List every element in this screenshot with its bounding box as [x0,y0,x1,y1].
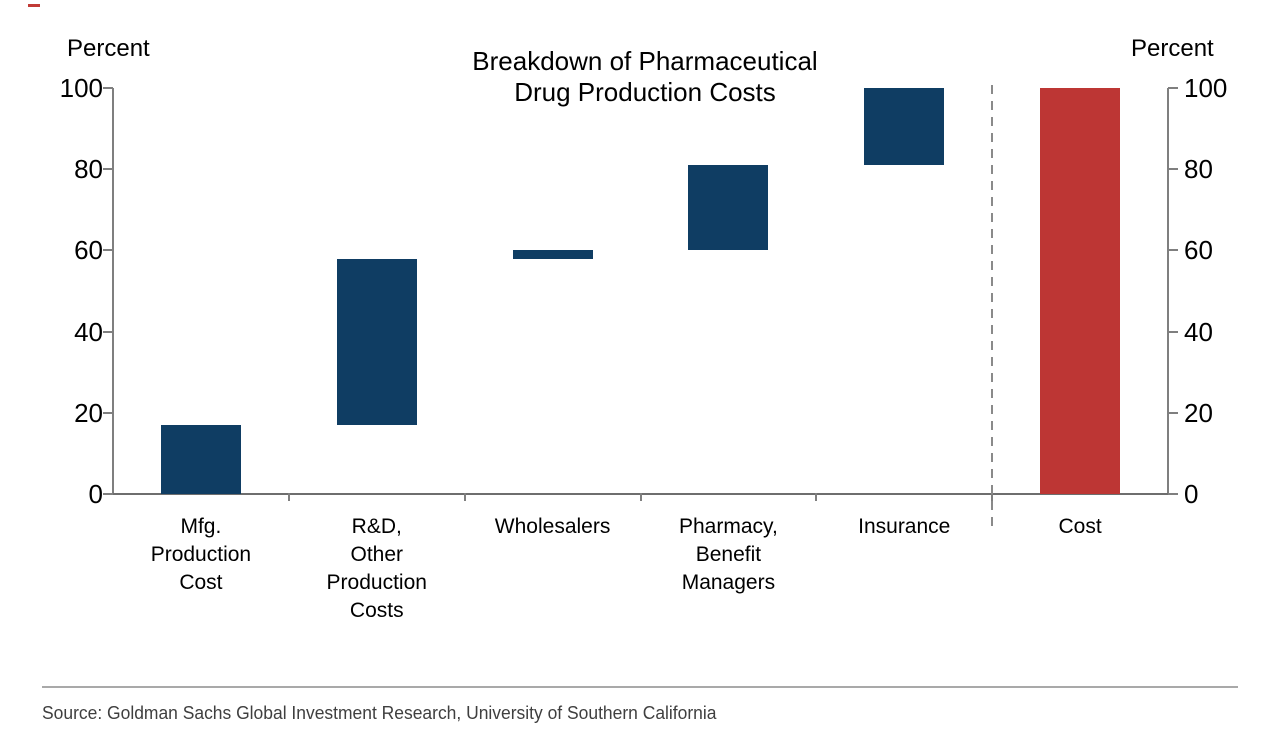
category-label-line: Benefit [695,543,762,566]
category-label-line: Cost [1058,515,1102,538]
chart-title-line1: Breakdown of Pharmaceutical [472,46,818,76]
y-tick-right [1168,493,1178,495]
category-label-line: Costs [349,599,404,622]
bar-insurance [864,88,945,166]
y-tick-right [1168,87,1178,89]
y-axis-right [1167,88,1169,495]
x-tick [815,493,818,501]
y-tick-right [1168,249,1178,252]
y-tick-left [103,493,113,495]
category-label-line: Wholesalers [494,515,611,538]
category-label-line: Insurance [858,515,951,538]
y-tick-left [103,411,113,414]
category-label-line: R&D, [351,515,402,538]
x-tick [287,493,290,501]
y-tick-left [103,168,113,171]
y-tick-label-right: 20 [1184,397,1213,428]
x-tick [463,493,466,501]
y-tick-label-right: 60 [1184,235,1213,266]
y-tick-left [103,249,113,252]
category-label-line: Mfg. [180,515,222,538]
category-label-line: Pharmacy, [679,515,778,538]
category-label-line: Other [350,543,404,566]
category-label-line: Cost [179,571,223,594]
y-tick-label-right: 0 [1184,479,1199,509]
footer-divider [42,686,1238,688]
y-tick-left [103,87,113,89]
category-label-cost: Cost [992,513,1168,541]
chart-title-line2: Drug Production Costs [514,77,776,107]
y-tick-label-left: 0 [88,479,103,509]
category-label-pharmacy-benefit-managers: Pharmacy, Benefit Managers [640,513,816,597]
y-tick-label-left: 100 [59,73,103,103]
y-tick-label-left: 80 [74,154,103,185]
y-tick-label-right: 80 [1184,154,1213,185]
left-axis-title: Percent [67,35,150,62]
y-tick-right [1168,411,1178,414]
y-tick-label-right: 100 [1184,73,1228,103]
category-label-line: Production [326,571,427,594]
category-label-insurance: Insurance [816,513,992,541]
bar-cost [1040,88,1121,494]
category-label-r-d-other-production-costs: R&D, Other Production Costs [289,513,465,625]
y-tick-right [1168,330,1178,333]
y-axis-left [112,88,114,495]
x-tick [639,493,642,501]
source-note: Source: Goldman Sachs Global Investment … [42,703,717,723]
actual-vs-breakdown-divider [991,85,994,533]
y-tick-right [1168,168,1178,171]
chart-title: Breakdown of Pharmaceutical Drug Product… [390,46,900,108]
y-tick-label-left: 20 [74,397,103,428]
y-tick-label-right: 40 [1184,316,1213,347]
category-label-line: Managers [681,571,776,594]
y-tick-left [103,330,113,333]
page-corner-mark [28,4,40,7]
category-label-wholesalers: Wholesalers [465,513,641,541]
bar-r-d-other-production-costs [336,258,417,425]
bar-pharmacy-benefit-managers [688,165,769,251]
y-tick-label-left: 60 [74,235,103,266]
category-label-mfg-production-cost: Mfg. Production Cost [113,513,289,597]
bar-mfg-production-cost [160,424,241,494]
right-axis-title: Percent [1131,35,1214,62]
category-label-line: Production [150,543,252,566]
y-tick-label-left: 40 [74,316,103,347]
bar-wholesalers [512,250,593,259]
